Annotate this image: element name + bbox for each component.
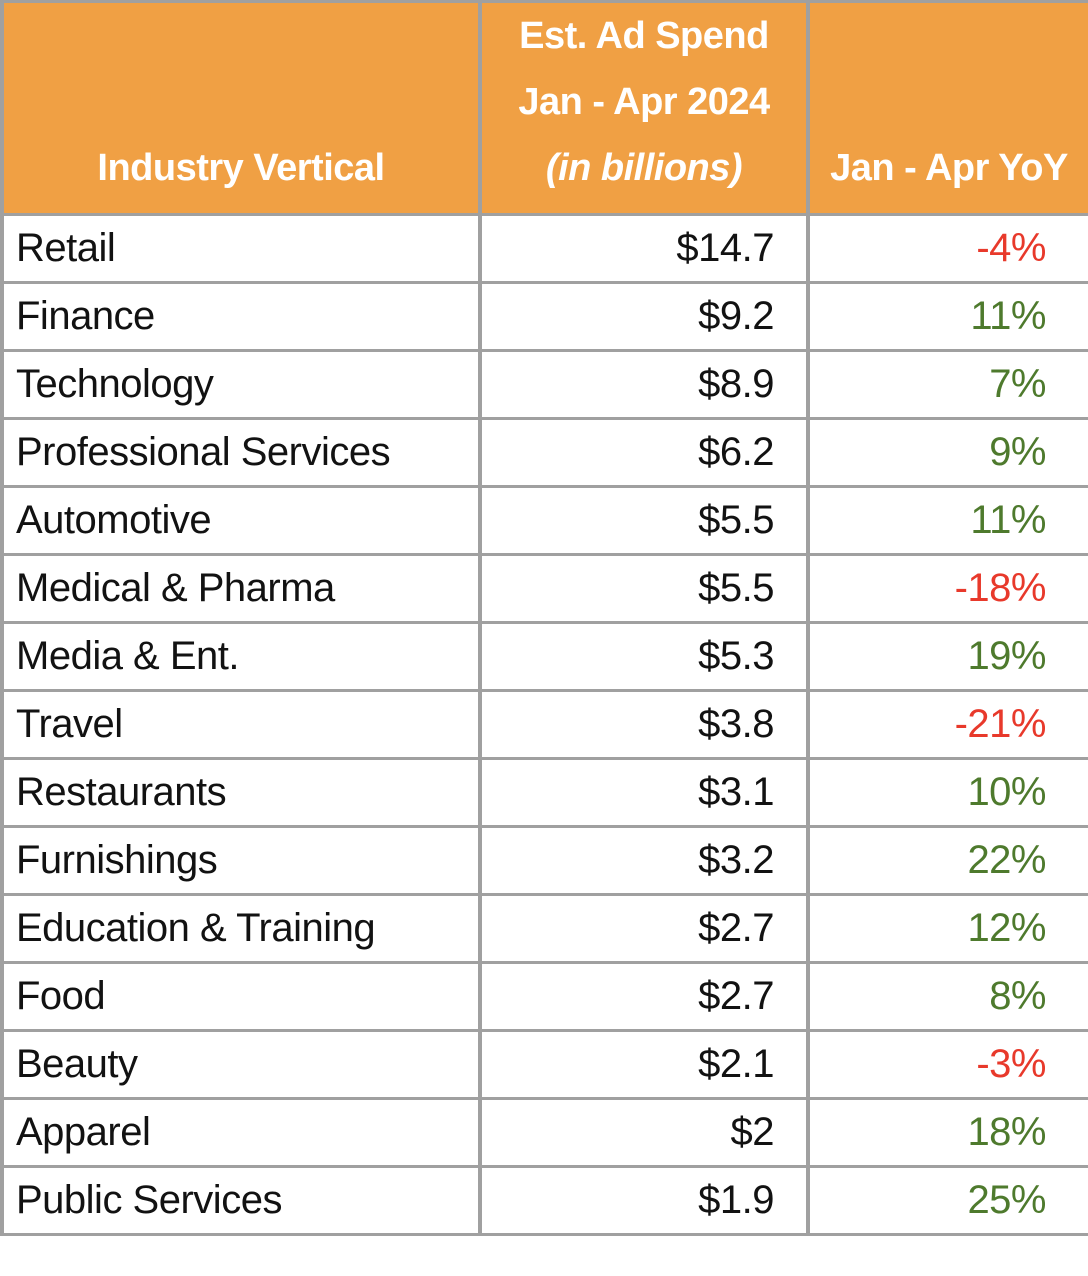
industry-cell: Furnishings bbox=[0, 825, 482, 896]
yoy-cell: 12% bbox=[806, 893, 1088, 964]
ad-spend-label-line3: (in billions) bbox=[545, 147, 743, 189]
table-row: Retail $14.7 -4% bbox=[0, 213, 1088, 284]
yoy-cell: -18% bbox=[806, 553, 1088, 624]
table-row: Education & Training $2.7 12% bbox=[0, 893, 1088, 964]
col-header-yoy: Jan - Apr YoY bbox=[806, 0, 1088, 216]
spend-cell: $14.7 bbox=[478, 213, 810, 284]
spend-cell: $2.7 bbox=[478, 893, 810, 964]
industry-cell: Education & Training bbox=[0, 893, 482, 964]
industry-cell: Food bbox=[0, 961, 482, 1032]
yoy-cell: 18% bbox=[806, 1097, 1088, 1168]
spend-cell: $2.1 bbox=[478, 1029, 810, 1100]
col-header-industry-vertical: Industry Vertical bbox=[0, 0, 482, 216]
spend-cell: $2.7 bbox=[478, 961, 810, 1032]
spend-cell: $5.5 bbox=[478, 553, 810, 624]
yoy-value: -4% bbox=[976, 226, 1046, 270]
table-row: Furnishings $3.2 22% bbox=[0, 825, 1088, 896]
ad-spend-label-line1: Est. Ad Spend bbox=[519, 15, 769, 57]
spend-cell: $3.2 bbox=[478, 825, 810, 896]
spend-cell: $5.5 bbox=[478, 485, 810, 556]
industry-cell: Travel bbox=[0, 689, 482, 760]
industry-cell: Medical & Pharma bbox=[0, 553, 482, 624]
yoy-value: 12% bbox=[967, 906, 1046, 950]
table-row: Travel $3.8 -21% bbox=[0, 689, 1088, 760]
yoy-value: 25% bbox=[967, 1178, 1046, 1222]
yoy-cell: 19% bbox=[806, 621, 1088, 692]
table-row: Automotive $5.5 11% bbox=[0, 485, 1088, 556]
table-row: Public Services $1.9 25% bbox=[0, 1165, 1088, 1236]
industry-cell: Media & Ent. bbox=[0, 621, 482, 692]
table-row: Food $2.7 8% bbox=[0, 961, 1088, 1032]
industry-cell: Finance bbox=[0, 281, 482, 352]
yoy-value: 11% bbox=[970, 498, 1046, 542]
table-row: Finance $9.2 11% bbox=[0, 281, 1088, 352]
yoy-value: 8% bbox=[989, 974, 1046, 1018]
table-row: Restaurants $3.1 10% bbox=[0, 757, 1088, 828]
yoy-value: -18% bbox=[954, 566, 1047, 610]
yoy-cell: 10% bbox=[806, 757, 1088, 828]
yoy-cell: 22% bbox=[806, 825, 1088, 896]
yoy-cell: -3% bbox=[806, 1029, 1088, 1100]
yoy-value: 7% bbox=[989, 362, 1046, 406]
industry-cell: Automotive bbox=[0, 485, 482, 556]
industry-cell: Beauty bbox=[0, 1029, 482, 1100]
industry-cell: Restaurants bbox=[0, 757, 482, 828]
table-row: Medical & Pharma $5.5 -18% bbox=[0, 553, 1088, 624]
industry-cell: Public Services bbox=[0, 1165, 482, 1236]
yoy-value: 11% bbox=[970, 294, 1046, 338]
col-header-est-ad-spend: Est. Ad Spend Jan - Apr 2024 (in billion… bbox=[478, 0, 810, 216]
yoy-value: -21% bbox=[954, 702, 1047, 746]
yoy-cell: 25% bbox=[806, 1165, 1088, 1236]
spend-cell: $2 bbox=[478, 1097, 810, 1168]
spend-cell: $3.8 bbox=[478, 689, 810, 760]
table-row: Beauty $2.1 -3% bbox=[0, 1029, 1088, 1100]
ad-spend-table: Industry Vertical Est. Ad Spend Jan - Ap… bbox=[0, 0, 1088, 1236]
industry-cell: Apparel bbox=[0, 1097, 482, 1168]
yoy-value: -3% bbox=[976, 1042, 1046, 1086]
spend-cell: $5.3 bbox=[478, 621, 810, 692]
spend-cell: $9.2 bbox=[478, 281, 810, 352]
ad-spend-label-line2: Jan - Apr 2024 bbox=[518, 81, 770, 123]
industry-cell: Retail bbox=[0, 213, 482, 284]
table-row: Technology $8.9 7% bbox=[0, 349, 1088, 420]
yoy-cell: 8% bbox=[806, 961, 1088, 1032]
industry-cell: Professional Services bbox=[0, 417, 482, 488]
industry-cell: Technology bbox=[0, 349, 482, 420]
yoy-cell: -4% bbox=[806, 213, 1088, 284]
table-row: Media & Ent. $5.3 19% bbox=[0, 621, 1088, 692]
yoy-value: 18% bbox=[967, 1110, 1046, 1154]
spend-cell: $3.1 bbox=[478, 757, 810, 828]
yoy-value: 22% bbox=[967, 838, 1046, 882]
header-row: Industry Vertical Est. Ad Spend Jan - Ap… bbox=[0, 0, 1088, 216]
yoy-value: 10% bbox=[967, 770, 1046, 814]
spend-cell: $6.2 bbox=[478, 417, 810, 488]
yoy-value: 9% bbox=[989, 430, 1046, 474]
yoy-label: Jan - Apr YoY bbox=[830, 147, 1068, 189]
table-row: Apparel $2 18% bbox=[0, 1097, 1088, 1168]
yoy-cell: 11% bbox=[806, 485, 1088, 556]
table-row: Professional Services $6.2 9% bbox=[0, 417, 1088, 488]
yoy-cell: 11% bbox=[806, 281, 1088, 352]
spend-cell: $8.9 bbox=[478, 349, 810, 420]
spend-cell: $1.9 bbox=[478, 1165, 810, 1236]
yoy-cell: 7% bbox=[806, 349, 1088, 420]
yoy-value: 19% bbox=[967, 634, 1046, 678]
yoy-cell: 9% bbox=[806, 417, 1088, 488]
industry-vertical-label: Industry Vertical bbox=[97, 147, 385, 189]
yoy-cell: -21% bbox=[806, 689, 1088, 760]
